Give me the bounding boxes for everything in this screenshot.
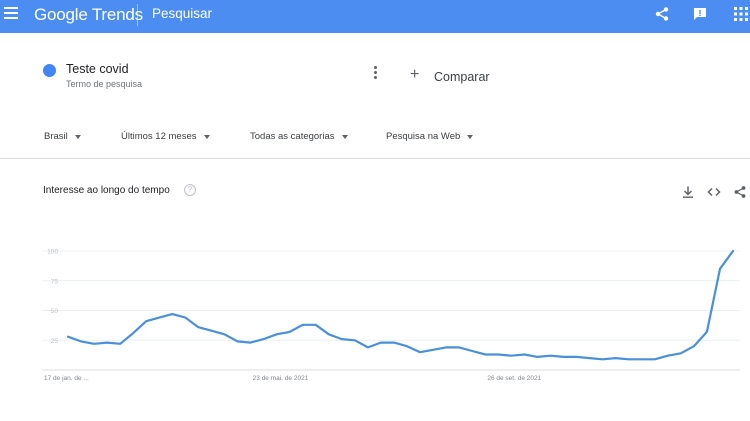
x-tick-label: 26 de set. de 2021 (487, 375, 541, 382)
y-tick-label: 50 (51, 308, 59, 315)
caret-down-icon (467, 134, 474, 139)
interest-chart: 100 75 50 25 17 de jan. de ... 23 de mai. de… (42, 249, 740, 382)
region-filter[interactable]: Brasil (44, 131, 81, 142)
logo-google: Google (34, 5, 88, 24)
help-icon[interactable]: ? (184, 184, 196, 196)
download-icon[interactable] (681, 185, 695, 199)
caret-down-icon (341, 134, 348, 139)
caret-down-icon (74, 134, 81, 139)
apps-icon[interactable] (733, 6, 749, 22)
section-divider (0, 158, 750, 159)
add-icon[interactable]: + (410, 66, 420, 83)
top-bar: Google Trends Pesquisar (0, 0, 750, 33)
term-name[interactable]: Teste covid (66, 62, 129, 76)
term-color-dot (43, 64, 56, 77)
x-tick-label: 23 de mai. de 2021 (253, 375, 309, 382)
period-filter-label: Últimos 12 meses (121, 131, 197, 142)
series-line-teste-covid (66, 249, 735, 361)
y-tick-label: 25 (51, 338, 59, 345)
search-type-filter-label: Pesquisa na Web (386, 131, 461, 142)
menu-icon[interactable] (4, 7, 18, 21)
term-type: Termo de pesquisa (66, 79, 143, 89)
caret-down-icon (203, 134, 210, 139)
share-icon[interactable] (733, 185, 747, 199)
logo-trends: Trends (91, 5, 143, 24)
x-tick-label: 17 de jan. de ... (44, 375, 89, 382)
y-tick-label: 100 (47, 249, 58, 256)
more-options-icon[interactable] (370, 66, 380, 82)
search-link[interactable]: Pesquisar (152, 6, 213, 21)
compare-button[interactable]: Comparar (434, 70, 490, 84)
region-filter-label: Brasil (44, 131, 68, 142)
y-tick-label: 75 (51, 278, 59, 285)
google-trends-logo[interactable]: Google Trends (34, 5, 143, 25)
category-filter[interactable]: Todas as categorias (250, 131, 348, 142)
chart-title: Interesse ao longo do tempo (43, 185, 170, 196)
category-filter-label: Todas as categorias (250, 131, 335, 142)
feedback-icon[interactable] (692, 6, 708, 22)
period-filter[interactable]: Últimos 12 meses (121, 131, 210, 142)
header-divider (137, 4, 138, 26)
search-type-filter[interactable]: Pesquisa na Web (386, 131, 474, 142)
embed-icon[interactable] (707, 185, 721, 199)
share-icon[interactable] (654, 6, 670, 22)
